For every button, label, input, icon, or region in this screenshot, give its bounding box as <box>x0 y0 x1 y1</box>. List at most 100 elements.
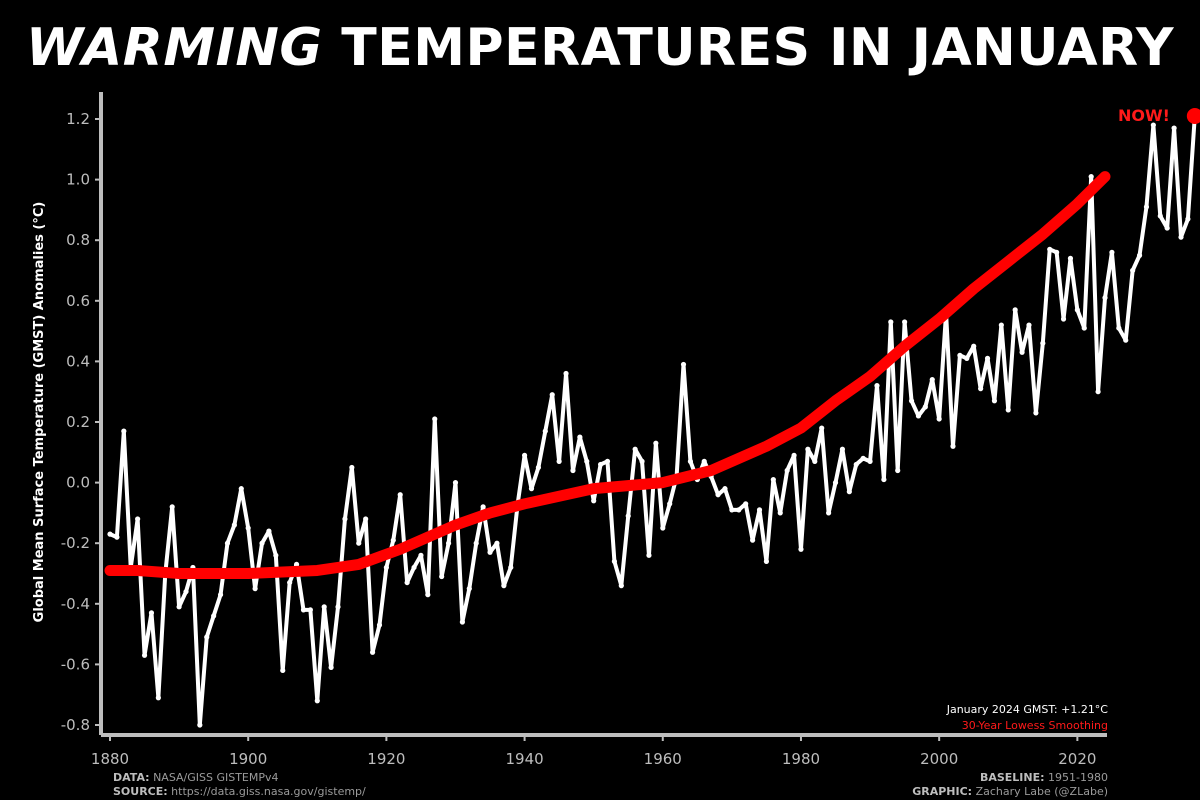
raw-data-point <box>445 540 452 546</box>
raw-data-point <box>183 589 189 595</box>
raw-data-point <box>915 413 922 419</box>
raw-data-point <box>867 458 873 464</box>
raw-data-point <box>397 492 403 498</box>
raw-data-point <box>1150 122 1156 128</box>
raw-data-point <box>432 416 438 422</box>
raw-data-point <box>549 392 555 398</box>
raw-data-point <box>584 458 590 464</box>
raw-data-point <box>839 446 846 452</box>
raw-data-point <box>211 613 217 619</box>
raw-data-point <box>521 452 528 458</box>
footer-graphic-key: GRAPHIC: <box>912 785 973 798</box>
raw-data-point <box>238 486 244 492</box>
raw-data-point <box>563 370 569 377</box>
raw-data-point <box>528 486 535 492</box>
annotation-smoothing: 30-Year Lowess Smoothing <box>961 719 1108 732</box>
raw-data-point <box>1164 225 1170 231</box>
title-rest: TEMPERATURES IN JANUARY <box>341 18 1174 78</box>
y-tick-label: 1.0 <box>66 171 90 189</box>
raw-data-point <box>770 476 776 483</box>
raw-data-point <box>1033 410 1039 416</box>
raw-data-point <box>570 467 576 474</box>
raw-data-point <box>1012 307 1018 313</box>
raw-data-point <box>805 446 811 452</box>
raw-data-point <box>722 486 728 492</box>
raw-data-point <box>1185 216 1191 222</box>
x-tick-label: 1880 <box>91 750 129 768</box>
raw-data-point <box>1123 337 1129 343</box>
raw-data-point <box>743 501 749 507</box>
raw-data-point <box>501 583 507 589</box>
raw-data-point <box>1130 267 1136 274</box>
raw-data-point <box>922 404 928 410</box>
raw-data-point <box>964 355 970 361</box>
raw-data-point <box>604 458 611 464</box>
chart-title: WARMING TEMPERATURES IN JANUARY <box>0 18 1200 78</box>
raw-data-point <box>667 501 673 507</box>
raw-data-point <box>342 516 348 522</box>
raw-data-point <box>349 464 355 471</box>
raw-data-point <box>556 458 562 464</box>
raw-data-point <box>874 383 880 389</box>
raw-data-point <box>1047 246 1053 252</box>
raw-data-point <box>176 604 182 610</box>
raw-data-point <box>217 592 224 598</box>
raw-data-point <box>439 573 445 580</box>
y-tick-label: 0.6 <box>66 292 90 310</box>
x-tick-label: 1900 <box>229 750 267 768</box>
raw-data-point <box>487 549 493 555</box>
raw-data-point <box>971 343 977 349</box>
raw-data-point <box>259 540 265 546</box>
raw-data-point <box>984 355 991 361</box>
x-tick-label: 1940 <box>505 750 543 768</box>
raw-data-point <box>307 607 313 613</box>
y-tick-label: 0.4 <box>66 352 90 370</box>
raw-data-point <box>1095 389 1101 395</box>
raw-data-point <box>611 558 618 564</box>
raw-data-point <box>701 458 707 464</box>
y-tick-label: -0.6 <box>61 655 90 673</box>
raw-data-point <box>881 476 887 483</box>
raw-data-point <box>425 592 431 598</box>
raw-data-point <box>632 446 638 452</box>
raw-data-point <box>902 319 908 325</box>
raw-data-point <box>998 322 1004 328</box>
raw-data-point <box>114 534 120 540</box>
raw-data-point <box>991 398 998 404</box>
raw-data-point <box>1081 325 1087 331</box>
raw-data-point <box>480 504 486 510</box>
raw-series-line <box>108 113 1197 727</box>
raw-data-point <box>750 537 756 543</box>
footer-left: DATA: NASA/GISS GISTEMPv4 SOURCE: https:… <box>113 771 366 799</box>
raw-data-point <box>141 652 148 658</box>
y-tick-label: -0.8 <box>61 716 90 734</box>
raw-data-point <box>411 564 417 571</box>
raw-data-point <box>121 428 127 434</box>
raw-data-point <box>494 540 500 546</box>
now-marker <box>1186 107 1200 124</box>
raw-data-point <box>266 528 272 534</box>
raw-data-point <box>1178 234 1184 240</box>
raw-data-point <box>812 458 818 464</box>
raw-data-point <box>508 564 514 571</box>
raw-data-point <box>252 586 258 592</box>
raw-data-point <box>356 540 362 546</box>
footer-right: BASELINE: 1951-1980 GRAPHIC: Zachary Lab… <box>912 771 1108 799</box>
annotation-gmst: January 2024 GMST: +1.21°C <box>946 703 1108 716</box>
title-emphasis: WARMING <box>26 18 323 78</box>
raw-data-point <box>418 552 424 558</box>
raw-data-point <box>273 552 279 558</box>
raw-data-point <box>204 634 210 640</box>
raw-data-point <box>459 619 465 625</box>
y-axis-label: Global Mean Surface Temperature (GMST) A… <box>32 202 47 623</box>
raw-data-point <box>1171 125 1177 131</box>
x-tick-label: 1920 <box>367 750 405 768</box>
raw-data-point <box>376 622 383 628</box>
raw-data-point <box>1136 252 1143 258</box>
raw-data-point <box>929 376 935 383</box>
footer-data-value: NASA/GISS GISTEMPv4 <box>153 771 279 784</box>
raw-data-point <box>148 610 155 616</box>
raw-data-point <box>1157 213 1163 219</box>
raw-data-point <box>473 540 479 546</box>
